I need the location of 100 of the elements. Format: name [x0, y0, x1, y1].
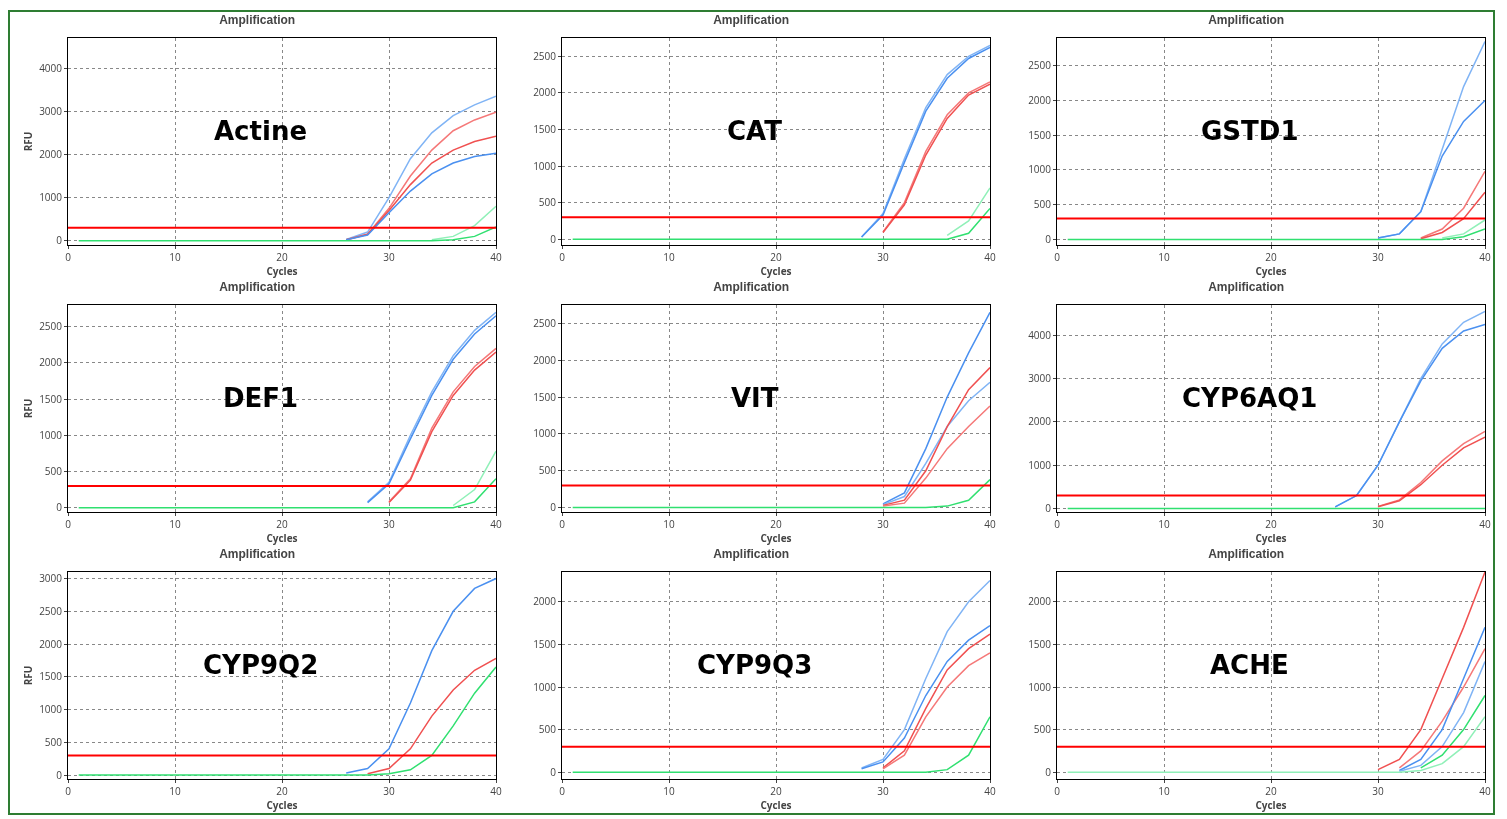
annotation: ACHE	[1209, 650, 1289, 680]
y-tick-label: 1000	[533, 158, 557, 173]
y-tick-label: 2500	[533, 48, 557, 63]
y-tick-label: 0	[56, 767, 63, 782]
x-tick-label: 30	[383, 784, 395, 798]
y-tick-label: 1000	[533, 426, 557, 441]
y-tick-label: 2000	[1027, 414, 1051, 429]
annotation: CAT	[727, 116, 783, 146]
x-tick-label: 10	[663, 250, 676, 264]
y-tick-label: 0	[550, 231, 557, 246]
y-tick-label: 1500	[533, 121, 557, 136]
y-tick-label: 1500	[39, 391, 63, 406]
y-tick-label: 1000	[1027, 679, 1051, 694]
y-tick-label: 1500	[1027, 636, 1051, 651]
chart-title: Amplification	[713, 13, 790, 28]
y-tick-label: 2000	[39, 355, 63, 370]
x-tick-label: 20	[1264, 784, 1277, 798]
x-tick-label: 30	[1371, 250, 1384, 264]
x-axis-title: Cycles	[266, 531, 298, 545]
x-tick-label: 10	[169, 784, 181, 798]
y-tick-label: 0	[1044, 764, 1051, 779]
x-tick-label: 0	[1053, 517, 1060, 531]
y-tick-label: 500	[44, 734, 63, 749]
chart-title: Amplification	[713, 547, 790, 562]
annotation: CYP9Q2	[203, 650, 319, 680]
x-tick-label: 20	[1264, 517, 1277, 531]
y-tick-label: 1000	[39, 702, 63, 717]
annotation: CYP6AQ1	[1181, 383, 1318, 413]
x-tick-label: 10	[1157, 517, 1170, 531]
y-tick-label: 2500	[39, 319, 63, 334]
x-tick-label: 30	[877, 250, 890, 264]
y-tick-label: 1500	[1027, 127, 1051, 142]
y-tick-label: 2000	[533, 85, 557, 100]
chart-title: Amplification	[713, 280, 790, 295]
x-tick-label: 10	[1157, 784, 1170, 798]
x-tick-label: 40	[490, 250, 502, 264]
x-axis-title: Cycles	[760, 264, 792, 278]
y-tick-label: 2500	[533, 315, 557, 330]
x-tick-label: 0	[65, 517, 72, 531]
x-tick-label: 10	[1157, 250, 1170, 264]
x-tick-label: 10	[663, 517, 676, 531]
y-tick-label: 1000	[1027, 457, 1051, 472]
x-tick-label: 0	[559, 784, 566, 798]
x-tick-label: 20	[276, 250, 288, 264]
y-tick-label: 2000	[39, 146, 63, 161]
x-tick-label: 40	[1478, 517, 1491, 531]
y-tick-label: 500	[539, 463, 557, 478]
x-tick-label: 0	[559, 517, 566, 531]
y-tick-label: 2500	[39, 603, 63, 618]
y-tick-label: 1000	[39, 190, 63, 205]
x-tick-label: 40	[984, 250, 997, 264]
x-tick-label: 40	[1478, 784, 1491, 798]
x-tick-label: 40	[984, 517, 997, 531]
x-tick-label: 0	[559, 250, 566, 264]
x-axis-title: Cycles	[760, 798, 792, 812]
y-axis-title: RFU	[21, 665, 36, 686]
chart-title: Amplification	[1207, 13, 1284, 28]
x-tick-label: 20	[1264, 250, 1277, 264]
y-tick-label: 2000	[533, 352, 557, 367]
x-tick-label: 30	[1371, 517, 1384, 531]
x-tick-label: 20	[276, 784, 288, 798]
x-tick-label: 30	[877, 517, 890, 531]
y-tick-label: 500	[539, 195, 557, 210]
x-axis-title: Cycles	[1255, 531, 1287, 545]
y-tick-label: 0	[1044, 501, 1051, 516]
y-tick-label: 3000	[39, 571, 63, 586]
y-tick-label: 2000	[39, 636, 63, 651]
x-tick-label: 30	[877, 784, 890, 798]
y-tick-label: 2000	[1027, 93, 1051, 108]
y-tick-label: 0	[550, 764, 557, 779]
x-axis-title: Cycles	[266, 264, 298, 278]
x-tick-label: 40	[490, 784, 502, 798]
x-tick-label: 30	[1371, 784, 1384, 798]
annotation: CYP9Q3	[697, 650, 813, 680]
y-tick-label: 4000	[1027, 327, 1051, 342]
chart-title: Amplification	[219, 13, 296, 28]
x-tick-label: 0	[65, 784, 72, 798]
x-tick-label: 30	[383, 250, 395, 264]
y-tick-label: 1000	[39, 427, 63, 442]
y-tick-label: 0	[1044, 231, 1051, 246]
y-tick-label: 1500	[533, 389, 557, 404]
y-tick-label: 500	[1033, 722, 1051, 737]
y-axis-title: RFU	[21, 131, 36, 152]
y-tick-label: 1500	[39, 669, 63, 684]
y-axis-title: RFU	[21, 398, 36, 419]
x-tick-label: 40	[1478, 250, 1491, 264]
x-tick-label: 40	[490, 517, 502, 531]
chart-title: Amplification	[1207, 280, 1284, 295]
x-tick-label: 0	[1053, 784, 1060, 798]
x-axis-title: Cycles	[1255, 264, 1287, 278]
x-tick-label: 10	[663, 784, 676, 798]
y-tick-label: 4000	[39, 60, 63, 75]
y-tick-label: 2500	[1027, 58, 1051, 73]
y-tick-label: 3000	[1027, 371, 1051, 386]
y-tick-label: 2000	[533, 594, 557, 609]
y-tick-label: 1000	[1027, 162, 1051, 177]
x-tick-label: 30	[383, 517, 395, 531]
x-tick-label: 40	[984, 784, 997, 798]
y-tick-label: 0	[56, 233, 63, 248]
x-tick-label: 0	[65, 250, 72, 264]
